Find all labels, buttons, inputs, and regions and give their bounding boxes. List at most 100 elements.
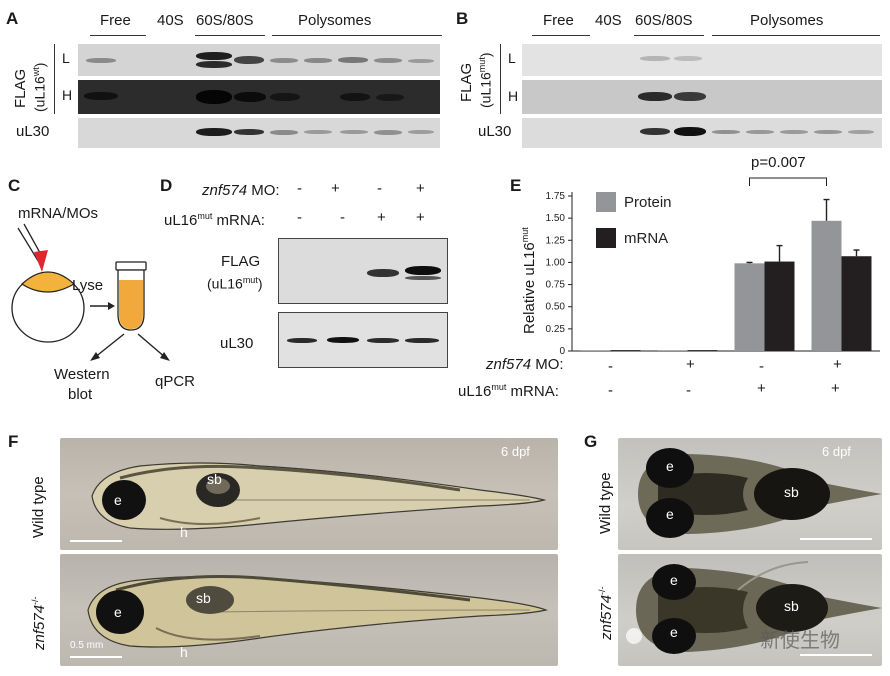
watermark-text: 新使生物 (760, 628, 840, 652)
lane-l-b: L (508, 50, 516, 66)
panel-d-letter: D (160, 176, 173, 195)
y-tick-label: 0.75 (546, 280, 566, 291)
construct-label-d: (uL16mut) (207, 275, 263, 292)
mo-sign: - (608, 358, 613, 375)
y-tick-label: 0 (559, 346, 565, 357)
bar-mrna (610, 350, 641, 351)
y-tick-label: 0.50 (546, 302, 566, 313)
eye-label-g2: e (666, 506, 674, 522)
swim-bladder-label-g2: sb (784, 598, 799, 614)
bar-mrna (687, 350, 718, 351)
mrna-sign: + (757, 380, 766, 397)
mrna-sign: - (608, 382, 613, 399)
mo-label-d: znf574 MO: (202, 182, 280, 199)
scale-bar (800, 538, 872, 540)
mrna-label-d: uL16mut mRNA: (164, 211, 265, 229)
mrna-sign: - (297, 209, 302, 226)
fraction-bracket (712, 35, 880, 36)
fraction-polysomes-b: Polysomes (750, 12, 824, 29)
scale-bar (70, 540, 122, 542)
panel-a-letter: A (6, 9, 19, 28)
tube-icon (115, 261, 147, 331)
mrna-sign: - (686, 382, 691, 399)
legend-label-protein: Protein (624, 194, 672, 211)
blot-a-ul30 (78, 118, 440, 148)
eye-label-g3: e (670, 572, 678, 588)
panel-e-letter: E (510, 176, 522, 195)
bar-protein (811, 220, 842, 351)
fraction-bracket (532, 35, 590, 36)
mrna-sign: + (831, 380, 840, 397)
fraction-60s80s-a: 60S/80S (196, 12, 254, 29)
row-label-wildtype-g: Wild type (597, 472, 614, 534)
row-label-mutant-g: znf574-/- (597, 586, 615, 640)
y-tick-label: 1.00 (546, 257, 566, 268)
bar-chart: 0 0.25 0.50 0.75 1.00 1.25 1.50 1.75 Protein mRN… (546, 177, 880, 357)
lane-bracket (54, 44, 55, 114)
lane-h-a: H (62, 87, 73, 103)
workflow-diagram (11, 223, 170, 361)
mo-sign: - (377, 180, 382, 197)
flag-label-a: FLAG (12, 68, 29, 108)
fraction-bracket (634, 35, 704, 36)
micrograph-wildtype-dorsal: 6 dpf e e sb (618, 438, 882, 550)
micrograph-wildtype-lateral: 6 dpf e sb h (60, 438, 558, 550)
fraction-40s-a: 40S (157, 12, 184, 29)
scale-bar-label: 0.5 mm (70, 640, 104, 651)
y-tick-label: 0.25 (546, 324, 566, 335)
row-label-wildtype-f: Wild type (30, 476, 47, 538)
panel-g-letter: G (584, 432, 598, 451)
legend-label-mrna: mRNA (624, 230, 668, 247)
mo-sign: + (833, 356, 842, 373)
micrograph-mutant-dorsal: e e sb (618, 554, 882, 666)
swim-bladder-label-f2: sb (196, 590, 211, 606)
arrow-icon (90, 302, 115, 310)
bar-protein (580, 350, 611, 351)
fraction-polysomes-a: Polysomes (298, 12, 372, 29)
construct-label-a: (uL16wt) (31, 62, 48, 112)
fraction-bracket (195, 35, 265, 36)
blot-d-flag (278, 238, 448, 304)
mo-sign: - (759, 358, 764, 375)
mrna-sign: + (377, 209, 386, 226)
pvalue-label: p=0.007 (751, 154, 806, 171)
eye-label-g1: e (666, 458, 674, 474)
blot-d-ul30 (278, 312, 448, 368)
embryo-icon (11, 271, 85, 343)
mo-sign: + (416, 180, 425, 197)
fraction-free-a: Free (100, 12, 131, 29)
mrna-label-e: uL16mut mRNA: (458, 382, 559, 400)
eye-label-g4: e (670, 624, 678, 640)
qpcr-label: qPCR (155, 373, 196, 390)
stage-label-f1: 6 dpf (501, 444, 530, 459)
y-tick-label: 1.75 (546, 191, 566, 202)
construct-label-b: (uL16mut) (477, 52, 494, 109)
legend-swatch-protein (596, 192, 616, 212)
blot-a-flag-l (78, 44, 440, 76)
y-tick-label: 1.50 (546, 213, 566, 224)
fraction-bracket (90, 35, 146, 36)
flag-label-d: FLAG (221, 253, 261, 270)
fraction-40s-b: 40S (595, 12, 622, 29)
legend-swatch-mrna (596, 228, 616, 248)
mo-sign: - (297, 180, 302, 197)
bar-protein (734, 263, 765, 351)
lane-bracket (500, 44, 501, 114)
fraction-60s80s-b: 60S/80S (635, 12, 693, 29)
lyse-label: Lyse (72, 277, 104, 294)
split-arrows-icon (90, 333, 170, 361)
panel-f-letter: F (8, 432, 19, 451)
heart-label-f2: h (180, 644, 188, 660)
lane-l-a: L (62, 50, 70, 66)
stage-label-g: 6 dpf (822, 444, 851, 459)
mo-sign: + (686, 356, 695, 373)
heart-label-f1: h (180, 524, 188, 540)
western-label: Western (54, 366, 110, 383)
mrna-sign: + (416, 209, 425, 226)
bar-protein (657, 350, 688, 351)
blot-b-flag-l (522, 44, 882, 76)
fraction-free-b: Free (543, 12, 574, 29)
western-label-2: blot (68, 386, 93, 403)
mo-label-e: znf574 MO: (486, 356, 564, 373)
loading-label-b: uL30 (478, 123, 512, 140)
